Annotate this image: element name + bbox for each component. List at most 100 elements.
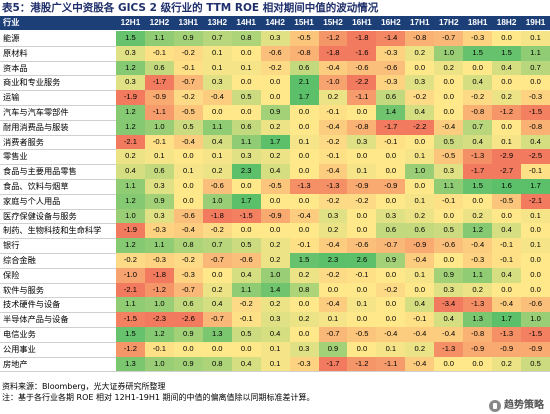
value-cell: 1.5 — [463, 179, 493, 194]
table-row: 综合金融 -0.2 -0.3 -0.2 -0.7 -0.6 0.2 1.5 2.3 2.6 0.9-… — [0, 253, 550, 268]
value-cell: -0.9 — [347, 179, 377, 194]
value-cell: -2.6 — [173, 312, 203, 327]
value-cell: -1.7 — [144, 75, 174, 91]
value-cell: -1.6 — [347, 45, 377, 61]
value-cell: -0.3 — [463, 31, 493, 46]
value-cell: 0.3 — [347, 134, 377, 150]
value-cell: 0.2 — [289, 267, 319, 283]
value-cell: 2.1 — [289, 75, 319, 91]
value-cell: 0.1 — [289, 134, 319, 150]
value-cell: -1.3 — [318, 179, 348, 194]
value-cell: 0.1 — [492, 134, 522, 150]
value-cell: -1.2 — [318, 31, 348, 46]
value-cell: 1.0 — [405, 164, 435, 179]
table-title: 表5：港股广义中资股各 GICS 2 级行业的 TTM ROE 相对期间中值的波… — [2, 2, 379, 14]
value-cell: -0.5 — [492, 193, 522, 209]
value-cell: 0.1 — [202, 149, 232, 165]
value-cell: -0.4 — [376, 327, 406, 342]
value-cell: 0.7 — [202, 31, 232, 46]
value-cell: 0.2 — [492, 90, 522, 105]
industry-label: 房地产 — [3, 358, 28, 369]
value-cell: -0.1 — [173, 60, 203, 76]
value-cell: 1.0 — [144, 356, 174, 372]
value-cell: -2.5 — [521, 149, 550, 165]
value-cell: 0.0 — [231, 179, 261, 194]
value-cell: 1.2 — [144, 327, 174, 342]
value-cell: -0.2 — [202, 223, 232, 239]
value-cell: 0.2 — [116, 149, 145, 165]
value-cell: 0.3 — [260, 312, 290, 327]
industry-label: 食品、饮料与烟草 — [3, 181, 69, 191]
value-cell: 0.3 — [434, 164, 464, 179]
value-cell: 0.5 — [231, 90, 261, 105]
value-cell: 0.3 — [144, 179, 174, 194]
value-cell: 0.6 — [144, 60, 174, 76]
value-cell: -0.4 — [202, 90, 232, 105]
table-row: 能源 1.5 1.1 0.9 0.7 0.8 0.3 -0.5 -1.2 -1.8 -1.4 -0.8… — [0, 31, 550, 46]
value-cell: 1.3 — [463, 312, 493, 327]
table-row: 食品与主要用品零售 0.4 0.6 0.1 0.2 2.3 0.4 0.0 -0.4 0.1 0.0… — [0, 164, 550, 179]
value-cell: -0.8 — [463, 327, 493, 342]
industry-label: 技术硬件与设备 — [3, 299, 61, 310]
industry-label: 半导体产品与设备 — [3, 314, 69, 325]
value-cell: 1.7 — [492, 312, 522, 327]
value-cell: -1.3 — [463, 297, 493, 313]
value-cell: 0.0 — [521, 75, 550, 91]
value-cell: 0.5 — [521, 356, 550, 372]
header-period: 15H2 — [323, 18, 343, 27]
watermark-text: 趋势策略 — [504, 400, 544, 411]
value-cell: 0.0 — [463, 193, 493, 209]
value-cell: -0.3 — [376, 45, 406, 61]
table-row: 汽车与汽车零部件 1.2 -1.1 -0.5 0.0 0.0 0.9 0.0 -0.1 0.0 1.… — [0, 105, 550, 120]
value-cell: 0.0 — [492, 208, 522, 224]
value-cell: 0.0 — [289, 105, 319, 120]
value-cell: 0.4 — [492, 60, 522, 76]
value-cell: 1.5 — [116, 327, 145, 342]
value-cell: 0.6 — [144, 164, 174, 179]
value-cell: -0.9 — [521, 341, 550, 357]
value-cell: -1.8 — [347, 31, 377, 46]
value-cell: 0.2 — [405, 208, 435, 224]
value-cell: -3.4 — [434, 297, 464, 313]
value-cell: -1.0 — [318, 75, 348, 91]
value-cell: 0.2 — [318, 90, 348, 105]
value-cell: 0.1 — [521, 31, 550, 46]
value-cell: -0.1 — [521, 164, 550, 179]
value-cell: 0.4 — [116, 164, 145, 179]
value-cell: 1.0 — [260, 267, 290, 283]
value-cell: 1.1 — [231, 282, 261, 298]
value-cell: -1.1 — [376, 356, 406, 372]
value-cell: -2.2 — [405, 119, 435, 135]
value-cell: -1.9 — [116, 90, 145, 105]
value-cell: 0.0 — [492, 119, 522, 135]
value-cell: 0.6 — [231, 119, 261, 135]
value-cell: 0.1 — [405, 149, 435, 165]
value-cell: 0.3 — [289, 341, 319, 357]
value-cell: -0.2 — [260, 60, 290, 76]
value-cell: 0.3 — [116, 45, 145, 61]
value-cell: 0.4 — [492, 267, 522, 283]
value-cell: -0.5 — [289, 31, 319, 46]
value-cell: -1.7 — [376, 119, 406, 135]
industry-label: 资本品 — [3, 62, 28, 73]
table-header: 行业 12H1 12H2 13H1 13H2 14H1 14H2 15H1 15H2 16H1 16… — [0, 16, 550, 30]
value-cell: -0.3 — [463, 253, 493, 268]
value-cell: 1.5 — [116, 31, 145, 46]
value-cell: -1.8 — [202, 208, 232, 224]
value-cell: 1.7 — [289, 90, 319, 105]
value-cell: 0.0 — [521, 223, 550, 239]
value-cell: 1.0 — [144, 119, 174, 135]
value-cell: 0.6 — [376, 90, 406, 105]
header-period: 18H2 — [496, 18, 517, 27]
table-row: 银行 1.2 1.1 0.8 0.7 0.5 0.2 -0.1 -0.4 -0.6 -0.7 -0.9… — [0, 238, 550, 253]
value-cell: 0.0 — [260, 90, 290, 105]
value-cell: 0.0 — [231, 223, 261, 239]
value-cell: -0.4 — [405, 253, 435, 268]
value-cell: 0.0 — [434, 105, 464, 120]
value-cell: -0.3 — [376, 75, 406, 91]
value-cell: 0.0 — [347, 341, 377, 357]
value-cell: 0.3 — [318, 208, 348, 224]
industry-label: 运输 — [3, 92, 20, 103]
value-cell: -2.3 — [144, 312, 174, 327]
value-cell: -2.1 — [116, 282, 145, 298]
